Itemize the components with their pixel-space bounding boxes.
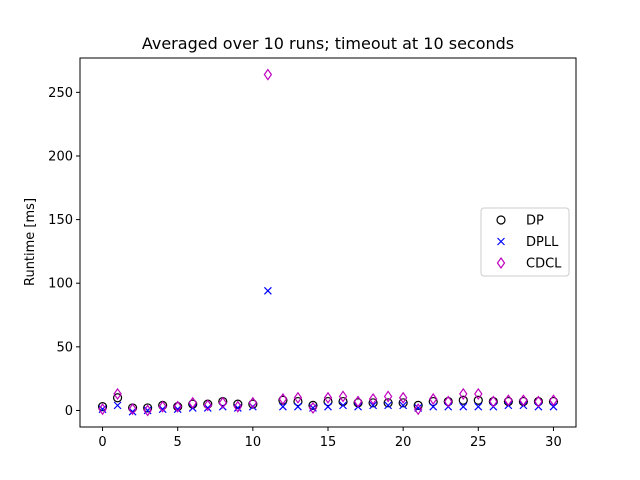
legend-marker-dp	[496, 215, 506, 225]
cdcl-point	[173, 400, 182, 413]
x-tick-label: 15	[320, 435, 337, 450]
series-cdcl	[98, 68, 558, 417]
chart-title: Averaged over 10 runs; timeout at 10 sec…	[142, 34, 514, 53]
dpll-point	[459, 402, 468, 411]
dpll-point	[474, 402, 483, 411]
cdcl-point	[549, 394, 558, 407]
cdcl-point	[474, 387, 483, 400]
y-tick-label: 250	[48, 86, 73, 101]
x-axis-ticks: 0 5 10 15 20 25 30	[98, 427, 562, 450]
legend-label-dpll: DPLL	[526, 235, 559, 250]
legend-label-cdcl: CDCL	[526, 257, 562, 272]
dp-point	[112, 393, 123, 403]
data-points	[97, 68, 559, 417]
dp-point	[398, 398, 408, 408]
cdcl-point	[413, 403, 423, 416]
dp-point	[308, 400, 318, 410]
dp-point	[383, 398, 393, 408]
dpll-point	[324, 402, 332, 411]
x-tick-label: 20	[395, 435, 412, 450]
legend: DP DPLL CDCL	[480, 207, 570, 277]
legend-label-dp: DP	[526, 214, 544, 229]
dp-point	[428, 396, 438, 407]
dpll-point	[429, 402, 438, 411]
y-axis-label: Runtime [ms]	[23, 198, 38, 286]
cdcl-point	[188, 396, 197, 409]
cdcl-point	[218, 396, 228, 409]
cdcl-point	[128, 403, 137, 416]
y-axis-ticks: 0 50 100 150 200 250	[48, 86, 80, 419]
dp-point	[293, 396, 303, 407]
cdcl-point	[323, 391, 333, 404]
dpll-point	[384, 401, 393, 410]
cdcl-point	[519, 394, 528, 407]
cdcl-point	[504, 394, 513, 407]
legend-marker-cdcl	[496, 256, 506, 270]
cdcl-point	[98, 403, 107, 416]
cdcl-point	[353, 395, 363, 408]
dp-point	[368, 398, 378, 408]
dpll-point	[263, 286, 272, 295]
dp-point	[143, 403, 153, 413]
cdcl-point	[293, 391, 303, 404]
legend-box	[480, 207, 570, 277]
cdcl-point	[233, 400, 243, 413]
dpll-point	[173, 405, 182, 414]
y-tick-label: 0	[65, 404, 73, 419]
cdcl-point	[278, 392, 288, 406]
x-tick-label: 5	[174, 435, 182, 450]
cdcl-point	[368, 392, 378, 406]
cdcl-point	[398, 391, 408, 404]
cdcl-point	[459, 387, 468, 400]
cdcl-point	[143, 404, 152, 417]
x-tick-label: 25	[470, 435, 487, 450]
cdcl-point	[534, 395, 543, 408]
y-tick-label: 100	[48, 277, 73, 292]
y-tick-label: 150	[48, 213, 73, 228]
dp-point	[458, 395, 468, 405]
dpll-point	[113, 401, 122, 410]
legend-marker-dpll	[497, 237, 505, 246]
x-tick-label: 30	[545, 435, 562, 450]
cdcl-point	[428, 392, 438, 406]
dp-point	[323, 396, 333, 407]
cdcl-point	[113, 387, 122, 400]
dpll-point	[158, 405, 167, 414]
dpll-point	[294, 402, 302, 411]
dpll-point	[203, 403, 212, 412]
cdcl-point	[203, 399, 212, 412]
dpll-point	[399, 401, 408, 410]
dpll-point	[549, 402, 558, 411]
dpll-point	[278, 402, 287, 411]
cdcl-point	[248, 396, 258, 409]
cdcl-point	[158, 400, 167, 413]
cdcl-point	[489, 395, 498, 408]
dp-point	[413, 400, 423, 410]
cdcl-point	[308, 401, 318, 414]
y-tick-label: 200	[48, 149, 73, 164]
dpll-point	[128, 407, 137, 416]
y-tick-label: 50	[56, 340, 73, 355]
dpll-point	[369, 401, 378, 410]
cdcl-point	[444, 395, 453, 408]
x-tick-label: 0	[98, 435, 106, 450]
x-tick-label: 10	[245, 435, 262, 450]
cdcl-point	[338, 390, 348, 403]
cdcl-point	[383, 390, 393, 403]
dp-point	[473, 395, 483, 405]
dp-point	[97, 402, 108, 412]
cdcl-point	[263, 68, 273, 81]
dpll-point	[339, 401, 347, 410]
